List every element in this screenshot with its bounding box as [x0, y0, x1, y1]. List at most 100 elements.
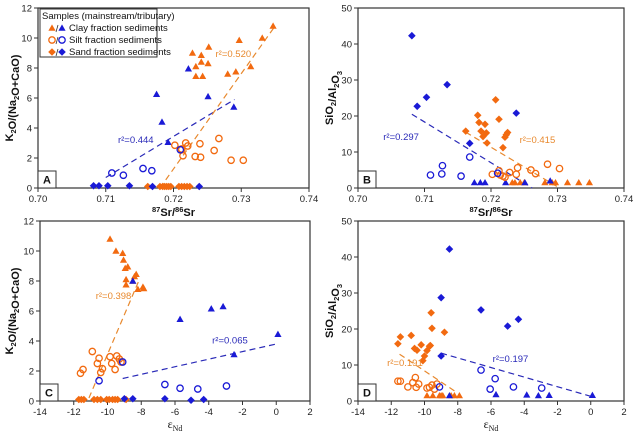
y-tick-label: 20: [341, 112, 352, 123]
data-point: [107, 359, 116, 368]
data-point: [461, 127, 470, 135]
data-point: [488, 170, 497, 179]
series-sand-mainstream: [394, 309, 449, 365]
data-point: [426, 341, 435, 350]
y-tick-label: 12: [21, 4, 32, 15]
data-point: [493, 169, 502, 178]
data-point: [199, 72, 207, 79]
data-point: [98, 364, 107, 373]
data-point: [191, 152, 200, 161]
x-tick-label: 0.72: [482, 194, 501, 205]
data-point: [204, 59, 212, 67]
data-point: [93, 359, 102, 368]
data-point: [450, 392, 459, 399]
data-point: [437, 170, 446, 178]
series-silt-tributary: [426, 153, 502, 180]
data-point: [555, 164, 564, 173]
y-tick-label: 2: [29, 367, 34, 378]
y-tick-label: 40: [341, 253, 352, 264]
legend-slash: [55, 36, 59, 45]
series-clay-tributary: [445, 390, 597, 399]
y-axis-label: SiO2/Al2O3: [324, 71, 344, 125]
fit-line-tributary: [440, 352, 591, 397]
y-tick-label: 8: [27, 64, 32, 75]
data-point: [437, 352, 445, 360]
epsilon: ε: [168, 417, 173, 431]
data-point: [125, 181, 134, 190]
data-point: [143, 182, 152, 191]
data-point: [394, 339, 402, 348]
data-point: [481, 179, 489, 186]
fit-line-mainstream: [399, 353, 457, 393]
x-tick-label: 0.71: [97, 194, 116, 205]
x-axis-label: εNd: [168, 417, 183, 433]
series-clay-tributary: [129, 277, 282, 358]
r-squared-label: r²=0.398: [96, 291, 132, 302]
data-point: [502, 179, 510, 186]
y-tick-label: 6: [29, 307, 34, 318]
label-part: SiO: [324, 319, 336, 338]
data-point: [205, 43, 213, 50]
data-point: [129, 394, 137, 403]
r-squared-label: r²=0.444: [118, 135, 154, 146]
data-point: [193, 385, 202, 393]
data-point: [527, 166, 535, 174]
data-point: [413, 346, 421, 355]
data-point: [426, 171, 435, 179]
data-point: [413, 102, 421, 111]
r-squared-label: r²=0.520: [216, 49, 252, 60]
r-squared-label: r²=0.191: [387, 358, 423, 369]
data-point: [512, 170, 521, 179]
data-point: [134, 285, 142, 292]
data-point: [222, 382, 231, 390]
series-silt-mainstream: [171, 134, 248, 165]
legend: Samples (mainstream/tributary)Clay fract…: [39, 8, 175, 58]
data-point: [499, 143, 507, 152]
panel-label-box: [357, 383, 377, 402]
data-point: [192, 62, 200, 70]
x-tick-label: -4: [205, 407, 213, 418]
data-point: [184, 65, 193, 72]
fit-line-tributary: [122, 343, 277, 380]
series-sand-mainstream: [461, 96, 512, 152]
data-point: [501, 173, 509, 182]
data-point: [523, 391, 531, 398]
data-point: [408, 31, 416, 40]
data-point: [140, 284, 148, 292]
panel-c: -14 -12 -10 -8 -6 -4 -2 0 2024681012K2O/(Na2O+Ca…: [4, 217, 313, 433]
label-part: O+CaO): [10, 54, 22, 96]
y-tick-label: 40: [341, 40, 352, 51]
series-silt-mainstream: [488, 160, 564, 182]
data-point: [204, 92, 212, 100]
x-tick-label: 0.74: [300, 194, 319, 205]
legend-slash: [55, 24, 59, 33]
panel-a: 0.70 0.71 0.72 0.73 0.74024681012K2O/(Na2O+C…: [4, 4, 318, 220]
data-point: [503, 128, 512, 137]
data-point: [394, 377, 402, 386]
subscript: 2: [9, 129, 18, 133]
subscript: 2: [332, 84, 341, 88]
data-point: [122, 281, 130, 288]
label-part: Sr/: [478, 207, 493, 219]
y-tick-label: 12: [23, 217, 34, 228]
x-tick-label: -4: [520, 407, 528, 418]
x-axis-label: εNd: [484, 417, 499, 433]
y-tick-label: 6: [27, 94, 32, 105]
data-point: [420, 352, 429, 360]
subscript: Nd: [489, 424, 499, 433]
y-tick-label: 20: [341, 325, 352, 336]
r-squared-label: r²=0.297: [383, 132, 419, 143]
subscript: 2: [12, 309, 21, 313]
data-point: [396, 377, 405, 386]
data-point: [551, 179, 560, 186]
panel-label: C: [45, 388, 53, 400]
label-part: O+CaO): [10, 267, 22, 309]
label-part: Sr: [183, 207, 195, 219]
data-point: [470, 179, 478, 186]
label-part: Sr/: [160, 207, 175, 219]
data-point: [476, 179, 484, 186]
subscript: 2: [9, 342, 18, 346]
data-point: [505, 168, 514, 177]
data-point: [419, 356, 427, 365]
